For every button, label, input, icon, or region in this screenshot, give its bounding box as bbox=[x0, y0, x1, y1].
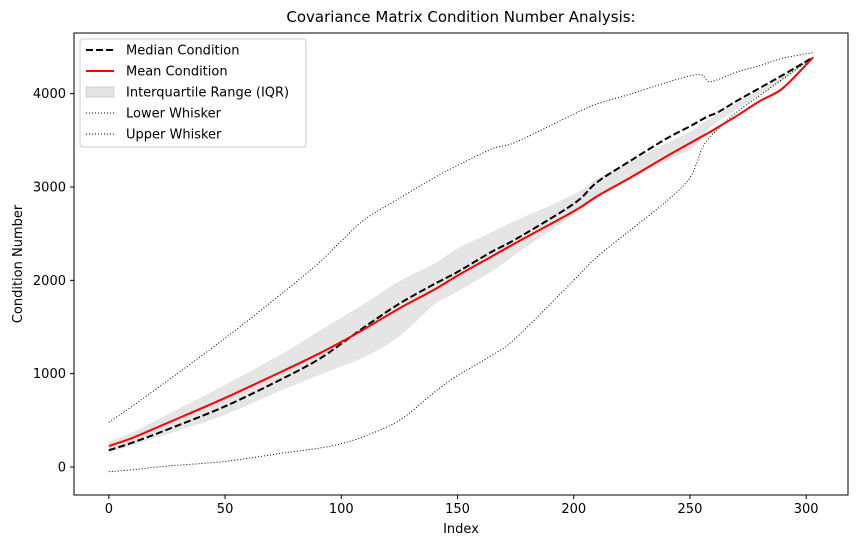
mean-condition-line bbox=[108, 56, 814, 447]
legend-label: Interquartile Range (IQR) bbox=[126, 86, 289, 101]
x-tick-label: 100 bbox=[329, 502, 354, 517]
x-axis: 0 50 100 150 200 250 300 bbox=[105, 495, 819, 517]
legend-label: Median Condition bbox=[126, 44, 239, 59]
legend-item-upper-whisker: Upper Whisker bbox=[86, 128, 222, 143]
iqr-band bbox=[108, 57, 814, 454]
x-tick-label: 200 bbox=[561, 502, 586, 517]
legend-item-mean-condition: Mean Condition bbox=[86, 65, 228, 80]
y-tick-label: 1000 bbox=[33, 367, 66, 382]
x-axis-label: Index bbox=[443, 522, 479, 537]
upper-whisker-line bbox=[108, 52, 814, 423]
median-condition-line bbox=[108, 56, 814, 452]
legend-frame bbox=[79, 38, 307, 148]
legend-item-median-condition: Median Condition bbox=[86, 44, 239, 59]
y-tick-label: 3000 bbox=[33, 181, 66, 196]
y-tick-label: 4000 bbox=[33, 87, 66, 102]
x-tick-label: 250 bbox=[678, 502, 703, 517]
x-tick-label: 150 bbox=[445, 502, 470, 517]
legend-label: Mean Condition bbox=[126, 65, 228, 80]
legend-swatch bbox=[85, 86, 115, 98]
y-tick-label: 0 bbox=[58, 461, 66, 476]
y-axis-label: Condition Number bbox=[11, 204, 26, 323]
y-axis: 0 1000 2000 3000 4000 bbox=[33, 87, 74, 476]
chart-title: Covariance Matrix Condition Number Analy… bbox=[286, 8, 635, 26]
y-tick-label: 2000 bbox=[33, 274, 66, 289]
x-tick-label: 300 bbox=[794, 502, 819, 517]
plot-frame bbox=[73, 32, 849, 496]
legend-label: Lower Whisker bbox=[126, 107, 222, 122]
x-tick-label: 0 bbox=[105, 502, 113, 517]
legend-label: Upper Whisker bbox=[126, 128, 222, 143]
plot-area bbox=[108, 52, 814, 473]
legend: Median Condition Mean Condition Interquart… bbox=[79, 38, 307, 148]
legend-item-interquartile-range-iqr: Interquartile Range (IQR) bbox=[85, 86, 289, 101]
legend-item-lower-whisker: Lower Whisker bbox=[86, 107, 222, 122]
x-tick-label: 50 bbox=[217, 502, 234, 517]
